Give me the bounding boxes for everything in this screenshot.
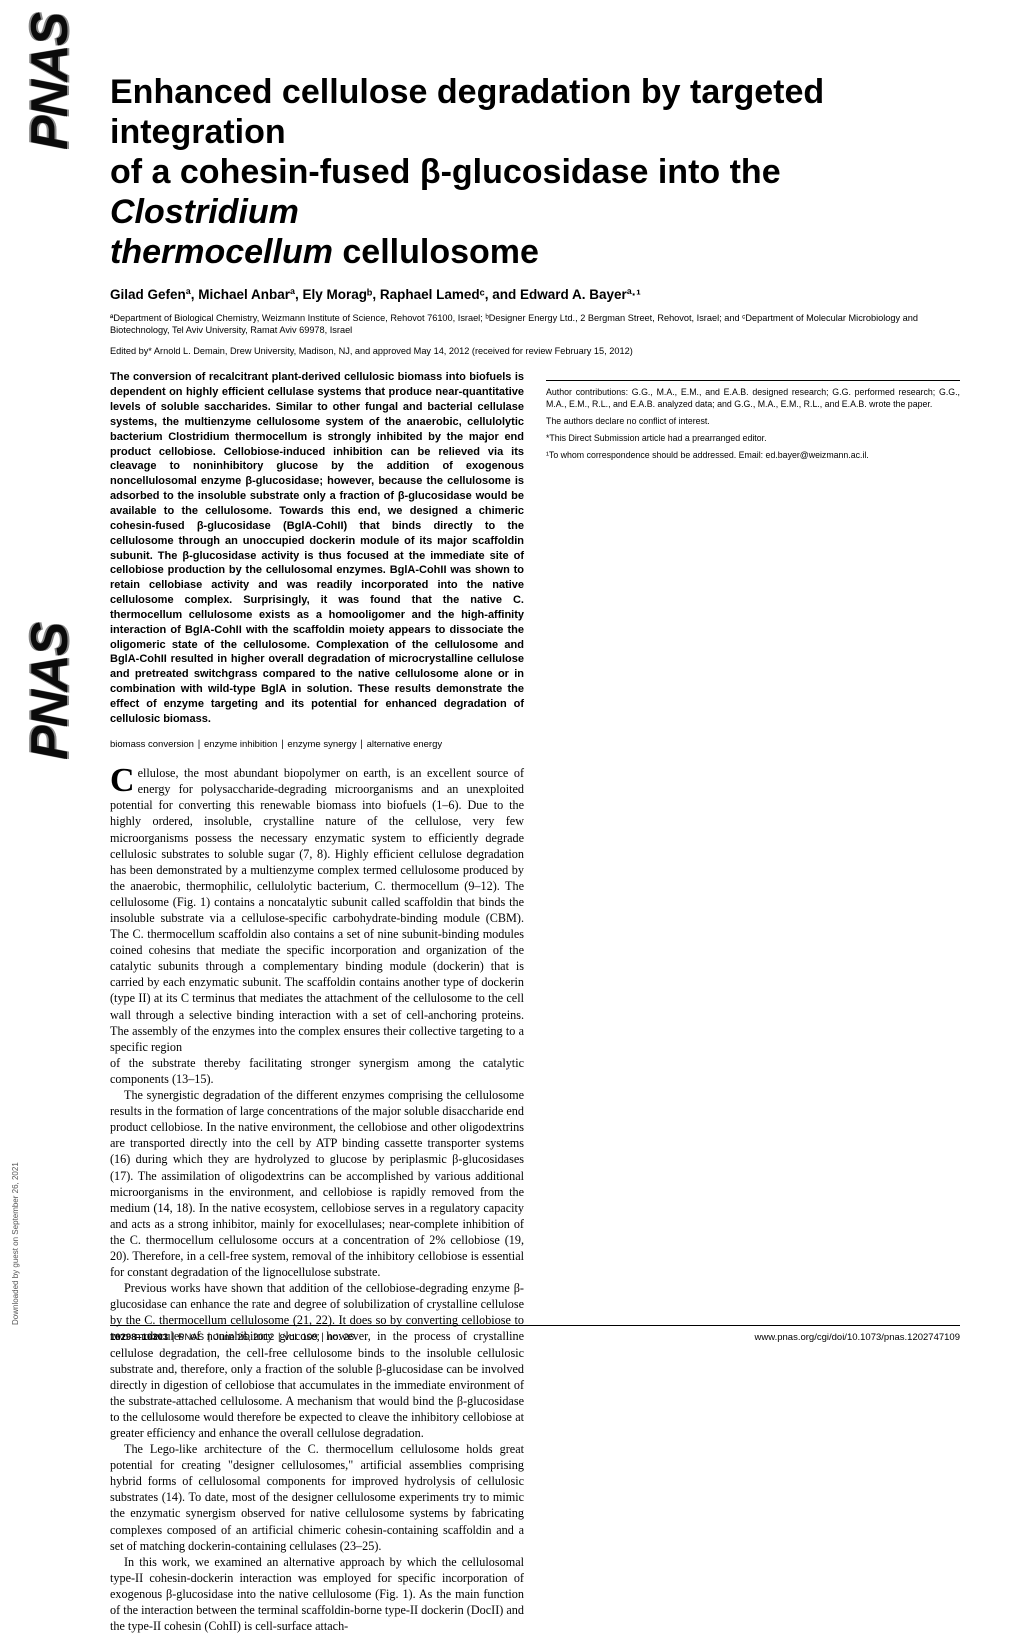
paper-page: PNAS PNAS Downloaded by guest on Septemb… [0,0,1020,1365]
correspondence: ¹To whom correspondence should be addres… [546,450,960,462]
author-contributions: Author contributions: G.G., M.A., E.M., … [546,387,960,411]
footer-sep-2: ∣ [204,1332,214,1343]
dropcap: C [110,765,138,796]
footer-journal: PNAS [178,1332,204,1343]
body-paragraph-3: The synergistic degradation of the diffe… [110,1087,524,1280]
pnas-logo-repeat: PNAS [20,624,80,760]
download-note: Downloaded by guest on September 26, 202… [11,1162,20,1325]
page-footer: 10298–10303 ∣ PNAS ∣ June 26, 2012 ∣ vol… [110,1325,960,1343]
author-list: Gilad Gefenª, Michael Anbarª, Ely Moragᵇ… [110,287,960,302]
body-paragraph-4: Previous works have shown that addition … [110,1280,524,1441]
edited-by: Edited by* Arnold L. Demain, Drew Univer… [110,346,960,356]
two-column-body: The conversion of recalcitrant plant-der… [110,370,960,1634]
footer-pages: 10298–10303 [110,1332,168,1343]
footer-sep-4: ∣ [318,1332,328,1343]
editor-note: *This Direct Submission article had a pr… [546,433,960,445]
title-line-3-post: cellulosome [333,233,539,271]
body-paragraph-2: of the substrate thereby facilitating st… [110,1055,524,1087]
affiliations: ªDepartment of Biological Chemistry, Wei… [110,312,960,337]
pnas-logo: PNAS [20,14,80,150]
footer-vol: vol. 109 [284,1332,317,1343]
footnotes-block: Author contributions: G.G., M.A., E.M., … [546,380,960,461]
body-p1-text: ellulose, the most abundant biopolymer o… [110,766,524,1054]
title-line-3-italic: thermocellum [110,233,333,271]
footer-issue: no. 26 [328,1332,354,1343]
body-paragraph-6: In this work, we examined an alternative… [110,1554,524,1634]
body-paragraph-1: Cellulose, the most abundant biopolymer … [110,765,524,1055]
paper-title: Enhanced cellulose degradation by target… [110,72,960,273]
title-line-2-italic: Clostridium [110,193,299,231]
footer-sep-3: ∣ [274,1332,284,1343]
keywords: biomass conversion ∣ enzyme inhibition ∣… [110,739,524,752]
title-line-1: Enhanced cellulose degradation by target… [110,73,824,151]
footer-sep-1: ∣ [168,1332,178,1343]
footer-date: June 26, 2012 [214,1332,274,1343]
footer-left: 10298–10303 ∣ PNAS ∣ June 26, 2012 ∣ vol… [110,1332,354,1343]
footer-right: www.pnas.org/cgi/doi/10.1073/pnas.120274… [755,1332,960,1343]
body-paragraph-5: The Lego-like architecture of the C. the… [110,1441,524,1554]
conflict-statement: The authors declare no conflict of inter… [546,416,960,428]
abstract: The conversion of recalcitrant plant-der… [110,370,524,726]
title-line-2-pre: of a cohesin-fused β-glucosidase into th… [110,153,781,191]
